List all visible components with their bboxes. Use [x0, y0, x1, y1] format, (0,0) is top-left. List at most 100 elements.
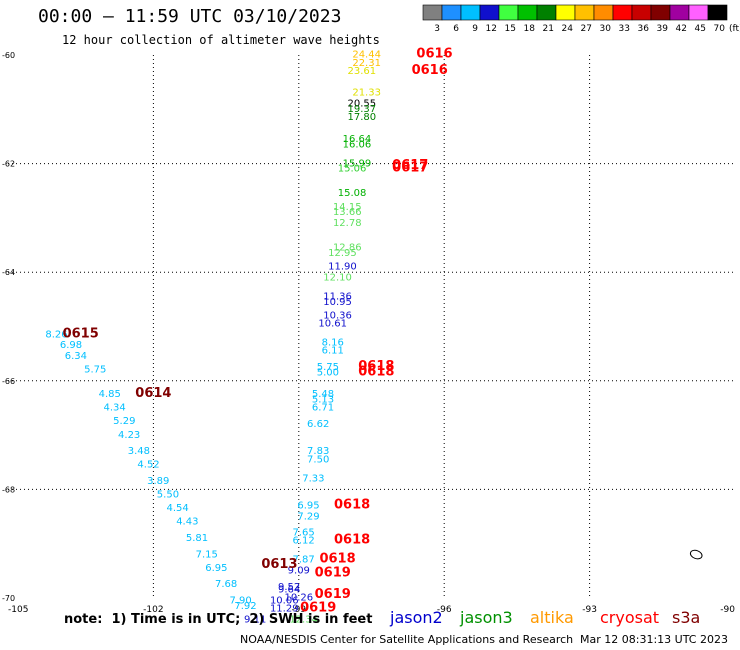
- legend-bin-label: 33: [619, 24, 630, 34]
- altimeter-map: 00:00 – 11:59 UTC 03/10/2023 12 hour col…: [0, 0, 740, 650]
- y-tick-label: -68: [2, 485, 15, 494]
- swh-value: 6.12: [293, 536, 315, 547]
- swh-value: 7.29: [297, 511, 319, 522]
- swh-value: 7.50: [307, 454, 329, 465]
- pass-labels: 0616061606170617061806180618061806180619…: [63, 47, 453, 616]
- swh-value: 5.29: [113, 416, 135, 427]
- swh-value: 6.98: [60, 340, 82, 351]
- legend-bin-label: 70: [714, 24, 726, 34]
- swh-value: 11.90: [328, 261, 357, 272]
- swh-value: 10.95: [323, 297, 352, 308]
- x-tick-label: -90: [720, 605, 735, 615]
- island-outline: [689, 549, 703, 561]
- pass-time-label: 0618: [358, 364, 394, 379]
- satellite-name-altika: altika: [530, 608, 574, 627]
- swh-value: 5.50: [157, 490, 179, 501]
- pass-time-label: 0614: [135, 386, 171, 401]
- legend-swatch: [651, 5, 670, 20]
- satellite-name-cryosat: cryosat: [600, 608, 659, 627]
- swh-value: 16.06: [343, 139, 372, 150]
- swh-value: 4.23: [118, 430, 140, 441]
- swh-value: 5.00: [317, 367, 339, 378]
- legend-swatch: [670, 5, 689, 20]
- grid: [8, 55, 735, 598]
- legend-bin-label: 42: [676, 24, 687, 34]
- legend-bin-label: 6: [453, 24, 459, 34]
- legend-swatch: [480, 5, 499, 20]
- legend-swatch: [575, 5, 594, 20]
- swh-value: 6.62: [307, 419, 329, 430]
- swh-value: 6.34: [65, 351, 87, 362]
- legend-swatch: [461, 5, 480, 20]
- legend-swatch: [708, 5, 727, 20]
- legend-bin-label: 3: [434, 24, 440, 34]
- swh-value: 15.08: [338, 188, 367, 199]
- legend-bin-label: 15: [505, 24, 516, 34]
- satellite-name-jason3: jason3: [460, 608, 513, 627]
- swh-value: 6.95: [205, 563, 227, 574]
- swh-value: 4.34: [103, 403, 125, 414]
- swh-value: 13.66: [333, 207, 362, 218]
- swh-value: 7.15: [196, 549, 218, 560]
- swh-value: 23.61: [347, 66, 376, 77]
- legend-bin-label: 45: [695, 24, 706, 34]
- legend-swatch: [689, 5, 708, 20]
- x-tick-label: -105: [8, 605, 28, 615]
- swh-value: 17.80: [347, 112, 376, 123]
- swh-value: 3.48: [128, 446, 150, 457]
- swh-value: 7.33: [302, 473, 324, 484]
- legend-bin-label: 12: [486, 24, 497, 34]
- swh-value: 4.43: [176, 517, 198, 528]
- legend-swatch: [556, 5, 575, 20]
- pass-time-label: 0617: [392, 161, 428, 176]
- swh-value: 3.89: [147, 476, 169, 487]
- swh-value: 6.11: [322, 346, 344, 357]
- map-features: [689, 549, 703, 561]
- y-tick-label: -60: [2, 51, 15, 60]
- swh-value: 6.95: [297, 500, 319, 511]
- legend-bin-label: 24: [562, 24, 574, 34]
- legend-swatch: [537, 5, 556, 20]
- swh-value: 4.54: [167, 503, 189, 514]
- legend-bin-label: 27: [581, 24, 592, 34]
- pass-time-label: 0616: [416, 47, 452, 62]
- legend-bin-label: 21: [543, 24, 554, 34]
- pass-time-label: 0616: [412, 63, 448, 78]
- pass-time-label: 0618: [334, 533, 370, 548]
- legend-swatch: [518, 5, 537, 20]
- footer-note: note: 1) Time is in UTC; 2) SWH is in fe…: [64, 612, 372, 627]
- credit-text: NOAA/NESDIS Center for Satellite Applica…: [240, 633, 573, 646]
- legend-unit: (ft): [729, 24, 740, 34]
- swh-value: 4.85: [99, 389, 121, 400]
- legend-swatch: [594, 5, 613, 20]
- y-tick-label: -70: [2, 594, 15, 603]
- color-legend: 36912151821242730333639424570(ft): [423, 5, 740, 34]
- swh-value: 21.33: [352, 88, 381, 99]
- legend-bin-label: 39: [657, 24, 669, 34]
- y-tick-label: -66: [2, 377, 15, 386]
- legend-swatch: [632, 5, 651, 20]
- satellite-name-s3a: s3a: [672, 608, 700, 627]
- pass-time-label: 0615: [63, 326, 99, 341]
- wave-height-chart: 36912151821242730333639424570(ft) -60-62…: [0, 0, 740, 650]
- timestamp-text: Mar 12 08:31:13 UTC 2023: [580, 633, 728, 646]
- legend-bin-label: 18: [524, 24, 536, 34]
- swh-value: 12.95: [328, 248, 357, 259]
- legend-swatch: [613, 5, 632, 20]
- x-tick-label: -93: [582, 605, 597, 615]
- swh-value: 6.71: [312, 403, 334, 414]
- satellite-name-jason2: jason2: [390, 608, 443, 627]
- swh-value: 4.52: [137, 460, 159, 471]
- swh-value: 5.75: [84, 365, 106, 376]
- pass-time-label: 0613: [261, 557, 297, 572]
- legend-swatch: [442, 5, 461, 20]
- legend-swatch: [499, 5, 518, 20]
- swh-value: 10.61: [318, 319, 347, 330]
- swh-value: 7.92: [234, 601, 256, 612]
- y-tick-label: -62: [2, 160, 15, 169]
- swh-value: 5.81: [186, 533, 208, 544]
- pass-time-label: 0618: [334, 497, 370, 512]
- legend-swatch: [423, 5, 442, 20]
- y-tick-label: -64: [2, 268, 15, 277]
- swh-value: 12.78: [333, 218, 362, 229]
